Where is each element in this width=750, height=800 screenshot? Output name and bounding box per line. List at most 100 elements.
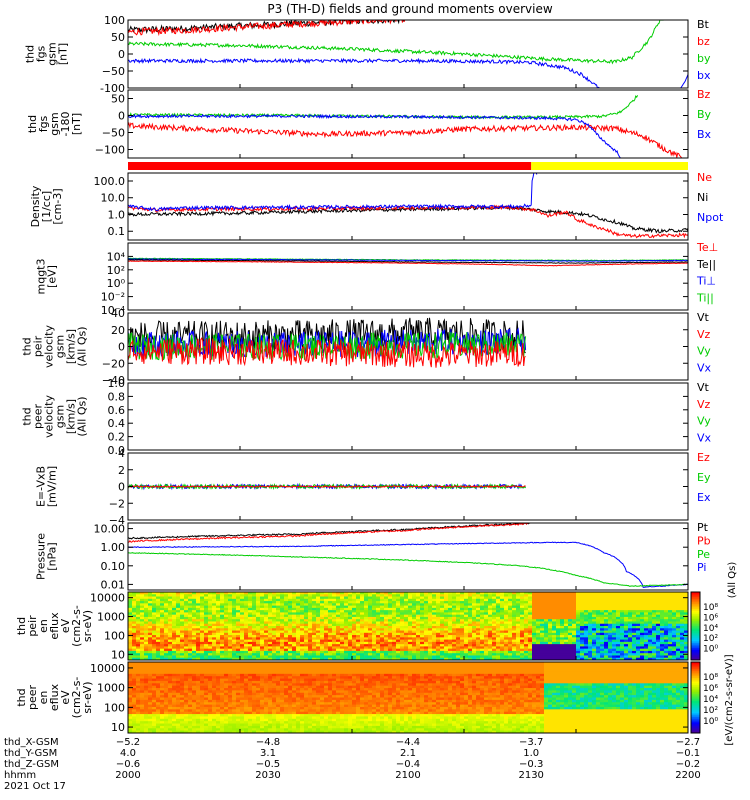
- y-tick-label: 0.10: [101, 560, 126, 573]
- colorbar-cell: [691, 620, 700, 624]
- y-tick-label: −50: [102, 65, 125, 78]
- x-tick-label: −4.4: [396, 737, 420, 748]
- series-Te⊥: [128, 260, 688, 267]
- x-tick-label: −3.7: [519, 737, 543, 748]
- legend-entry: Ey: [697, 471, 711, 484]
- y-tick-label: −20: [102, 357, 125, 370]
- colorbar-cell: [691, 717, 700, 720]
- y-axis-label: sr-eV): [81, 610, 94, 642]
- series-Vz: [128, 337, 526, 368]
- colorbar-cell: [691, 592, 700, 595]
- y-tick-label: 0.01: [101, 578, 126, 591]
- legend-entry: Vt: [697, 381, 710, 394]
- legend-entry: Pe: [697, 548, 710, 561]
- legend-entry: Ti||: [696, 291, 714, 304]
- colorbar-cell: [691, 595, 700, 598]
- y-axis-label: peir: [26, 615, 39, 637]
- legend-entry: By: [697, 108, 712, 121]
- y-tick-label: 100: [104, 14, 125, 27]
- colorbar-cell: [691, 715, 700, 718]
- x-tick-label: −0.1: [676, 748, 700, 759]
- colorbar-cell: [691, 725, 700, 729]
- legend-entry: Ni: [697, 191, 708, 204]
- series-Te||: [128, 259, 688, 264]
- panels: -100−50050100thdfgsgsm[nT]Btbzbybx−100−5…: [15, 14, 738, 734]
- y-axis-label: en: [37, 691, 50, 705]
- colorbar-cell: [691, 699, 700, 702]
- colorbar-cell: [691, 662, 700, 665]
- legend-entry: Pt: [697, 521, 709, 534]
- y-axis-label: peir: [32, 335, 45, 357]
- x-row-label: thd_Y-GSM: [4, 748, 57, 759]
- y-tick-label: 10.00: [94, 523, 126, 536]
- series-Ez: [128, 484, 526, 489]
- colorbar-cell: [691, 667, 700, 670]
- panel-mode-bar: [128, 162, 688, 170]
- x-tick-label: −0.6: [116, 759, 140, 770]
- colorbar-tick-label: 10⁶: [703, 684, 718, 694]
- colorbar-cell: [691, 701, 700, 704]
- y-tick-label: 10⁻⁴: [101, 304, 126, 317]
- legend-entry: Vx: [697, 361, 712, 374]
- y-tick-label: −50: [102, 127, 125, 140]
- colorbar-cell: [691, 685, 700, 688]
- legend-entry: Bz: [697, 88, 711, 101]
- colorbar-cell: [691, 729, 700, 732]
- colorbar-tick-label: 10⁸: [703, 673, 718, 683]
- colorbar-cell: [691, 683, 700, 686]
- y-tick-label: 10: [111, 648, 125, 661]
- spectrogram: [128, 592, 688, 660]
- y-tick-label: 50: [111, 31, 125, 44]
- y-tick-label: 10000: [90, 592, 125, 605]
- panel-frame: [127, 591, 689, 661]
- colorbar-cell: [691, 679, 700, 683]
- panel-frame: [127, 242, 689, 311]
- y-tick-label: 0.6: [108, 404, 126, 417]
- series-Ti⊥: [128, 258, 688, 262]
- y-axis-label: (All Qs): [76, 396, 89, 436]
- y-tick-label: 0: [118, 110, 125, 123]
- colorbar-cell: [691, 656, 700, 659]
- colorbar-cell: [691, 720, 700, 723]
- colorbar-cell: [691, 605, 700, 608]
- colorbar-cell: [691, 692, 700, 695]
- y-tick-label: -100: [100, 82, 125, 95]
- colorbar-cell: [691, 718, 700, 722]
- colorbar-cell: [691, 622, 700, 625]
- y-tick-label: 1000: [97, 611, 125, 624]
- y-tick-label: 10⁻²: [101, 291, 125, 304]
- colorbar-cell: [691, 722, 700, 725]
- y-tick-label: 4: [118, 447, 125, 460]
- legend-entry: Ex: [697, 491, 711, 504]
- legend-entry: Ez: [697, 451, 710, 464]
- y-axis-label: thd: [15, 617, 28, 635]
- y-tick-label: 0: [118, 481, 125, 494]
- y-tick-label: 10⁴: [107, 250, 126, 263]
- colorbar-cell: [691, 643, 700, 646]
- y-axis-label: [mV/m]: [46, 466, 59, 507]
- colorbar-cell: [691, 607, 700, 610]
- y-axis-label: [nPa]: [46, 542, 59, 570]
- legend-entry: by: [697, 52, 711, 65]
- colorbar-cell: [691, 617, 700, 620]
- colorbar-cell: [691, 697, 700, 700]
- legend-entry: Ti⊥: [696, 275, 716, 288]
- y-axis-label: [nT]: [57, 43, 70, 65]
- x-tick-label: 2100: [395, 770, 420, 781]
- y-tick-label: 40: [111, 307, 125, 320]
- y-tick-label: 20: [111, 324, 125, 337]
- y-axis-label: sr-eV): [81, 681, 94, 713]
- legend-entry: Bx: [697, 128, 712, 141]
- colorbar-cell: [691, 670, 700, 674]
- colorbar-cell: [691, 711, 700, 714]
- y-tick-label: 100.0: [94, 175, 126, 188]
- colorbar-cell: [691, 713, 700, 716]
- panel-efield: −4 −2 0 2 4 E=-VxB[mV/m] Ez Ey Ex: [35, 447, 711, 527]
- panel-frame: [127, 89, 689, 159]
- panel-frame: [127, 172, 689, 241]
- colorbar-cell: [691, 708, 700, 711]
- y-tick-label: 0.0: [108, 444, 126, 457]
- y-axis-label: eV: [59, 690, 72, 705]
